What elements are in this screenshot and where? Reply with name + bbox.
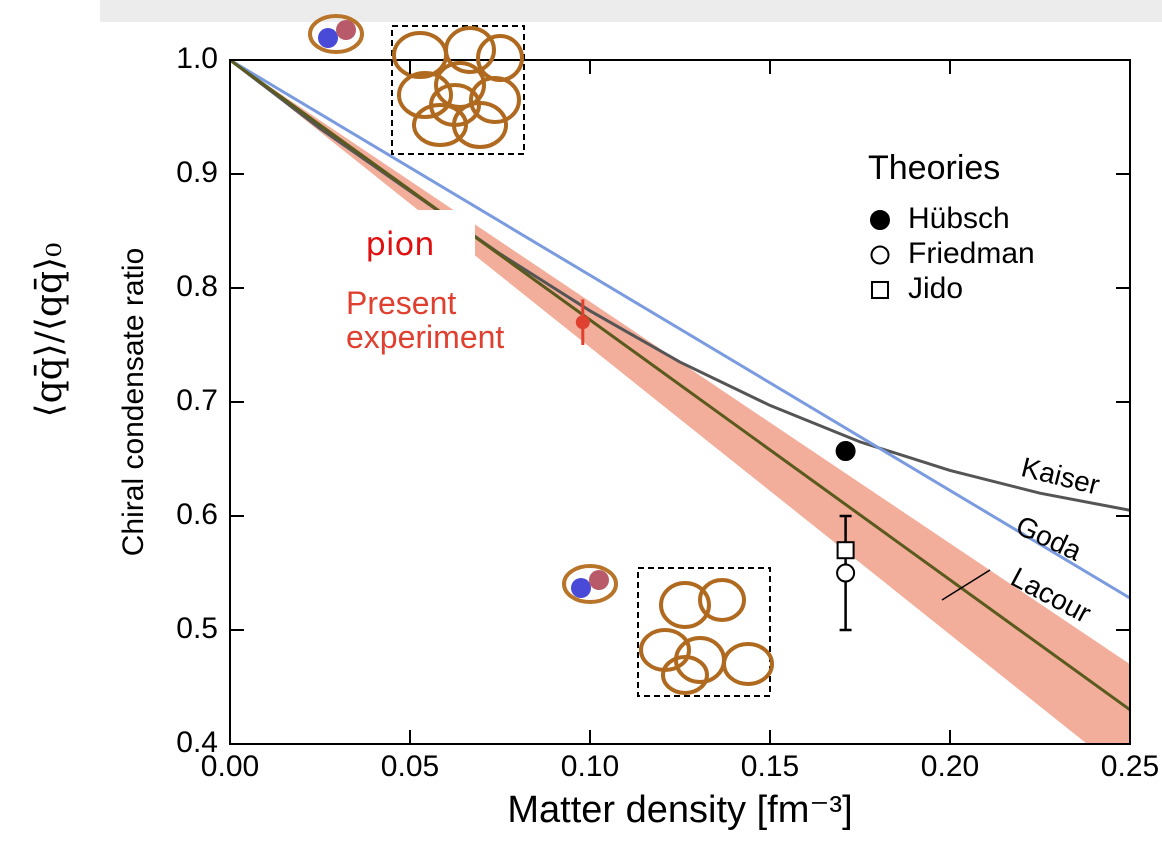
icon-meson-top <box>308 14 364 54</box>
top-bar <box>100 0 1162 22</box>
legend-label: Friedman <box>908 237 1035 270</box>
icon-dilute-nucleus <box>637 567 774 697</box>
line-1 <box>230 60 1130 600</box>
x-tick-label: 0.15 <box>741 750 799 783</box>
experiment-label: Present experiment <box>346 285 505 355</box>
point <box>836 541 855 560</box>
y-tick-label: 1.0 <box>176 42 218 75</box>
legend-marker <box>870 210 890 230</box>
line-label: Kaiser <box>1018 451 1103 500</box>
y-tick-label: 0.4 <box>176 726 218 759</box>
y-tick-label: 0.9 <box>176 156 218 189</box>
legend-title: Theories <box>868 149 1000 187</box>
legend-marker <box>870 245 890 265</box>
legend-label: Jido <box>908 272 963 305</box>
pion-label: pion <box>365 225 434 263</box>
line-2 <box>230 60 1130 712</box>
x-tick-label: 0.20 <box>921 750 979 783</box>
legend-marker <box>871 281 889 299</box>
lacour-leader <box>941 569 991 601</box>
x-tick-label: 0.25 <box>1101 750 1159 783</box>
line-0 <box>230 60 1130 512</box>
y-tick-label: 0.7 <box>176 384 218 417</box>
x-tick-label: 0.05 <box>381 750 439 783</box>
point <box>836 563 856 583</box>
experiment-point <box>575 315 590 330</box>
icon-meson-bottom <box>562 564 618 604</box>
y-tick-label: 0.8 <box>176 270 218 303</box>
pion-box <box>330 210 475 266</box>
y-axis-label: Chiral condensate ratio <box>117 248 150 557</box>
line-label: Goda <box>1011 510 1087 567</box>
point <box>835 441 856 462</box>
legend-label: Hübsch <box>908 202 1010 235</box>
x-tick-label: 0.10 <box>561 750 619 783</box>
x-axis-label: Matter density [fm⁻³] <box>507 789 852 831</box>
y-tick-label: 0.6 <box>176 498 218 531</box>
x-tick-label: 0.00 <box>201 750 259 783</box>
y-axis-label-outer: ⟨qq̄⟩/⟨qq̄⟩₀ <box>29 243 70 418</box>
y-tick-label: 0.5 <box>176 612 218 645</box>
icon-dense-nucleus <box>391 25 525 155</box>
